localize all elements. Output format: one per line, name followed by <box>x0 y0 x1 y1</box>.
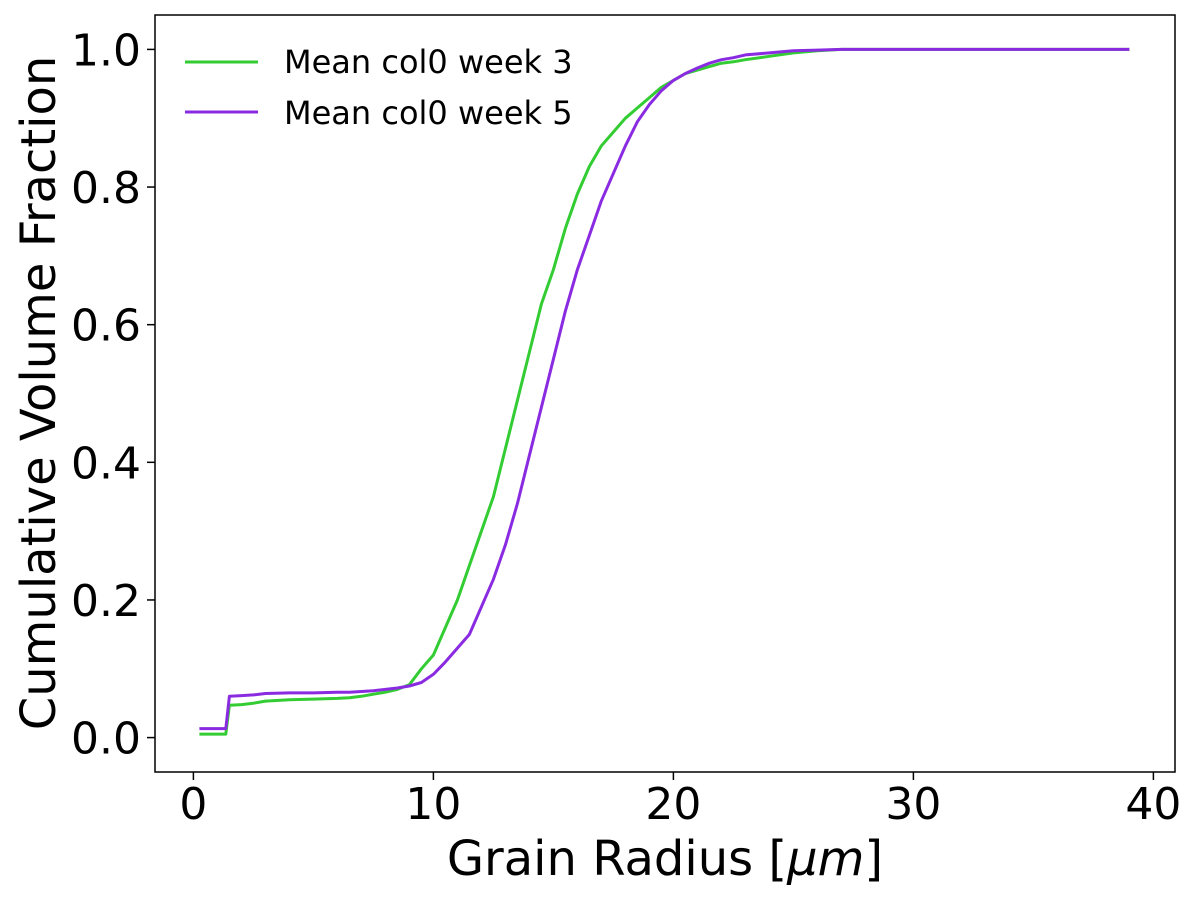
y-tick-label: 0.2 <box>71 576 141 627</box>
y-axis-label: Cumulative Volume Fraction <box>11 56 67 731</box>
x-axis-label: Grain Radius [μm] <box>447 831 883 887</box>
x-tick-label: 40 <box>1125 779 1181 830</box>
y-tick-label: 0.0 <box>71 714 141 765</box>
legend-label-week5: Mean col0 week 5 <box>284 94 573 132</box>
series-line-week5 <box>199 47 1130 731</box>
y-tick-label: 0.4 <box>71 438 141 489</box>
legend: Mean col0 week 3 Mean col0 week 5 <box>185 43 573 132</box>
x-tick-label: 0 <box>179 779 207 830</box>
series-line-week3 <box>199 47 1130 736</box>
x-axis-ticks: 0 10 20 30 40 <box>179 772 1181 830</box>
x-tick-label: 20 <box>645 779 701 830</box>
plot-frame <box>154 14 1176 773</box>
y-axis-ticks: 0.0 0.2 0.4 0.6 0.8 1.0 <box>71 25 155 765</box>
y-tick-label: 0.6 <box>71 301 141 352</box>
x-tick-label: 10 <box>405 779 461 830</box>
plot-lines <box>199 47 1130 736</box>
y-tick-label: 1.0 <box>71 25 141 76</box>
legend-label-week3: Mean col0 week 3 <box>284 43 573 81</box>
y-tick-label: 0.8 <box>71 163 141 214</box>
x-tick-label: 30 <box>885 779 941 830</box>
